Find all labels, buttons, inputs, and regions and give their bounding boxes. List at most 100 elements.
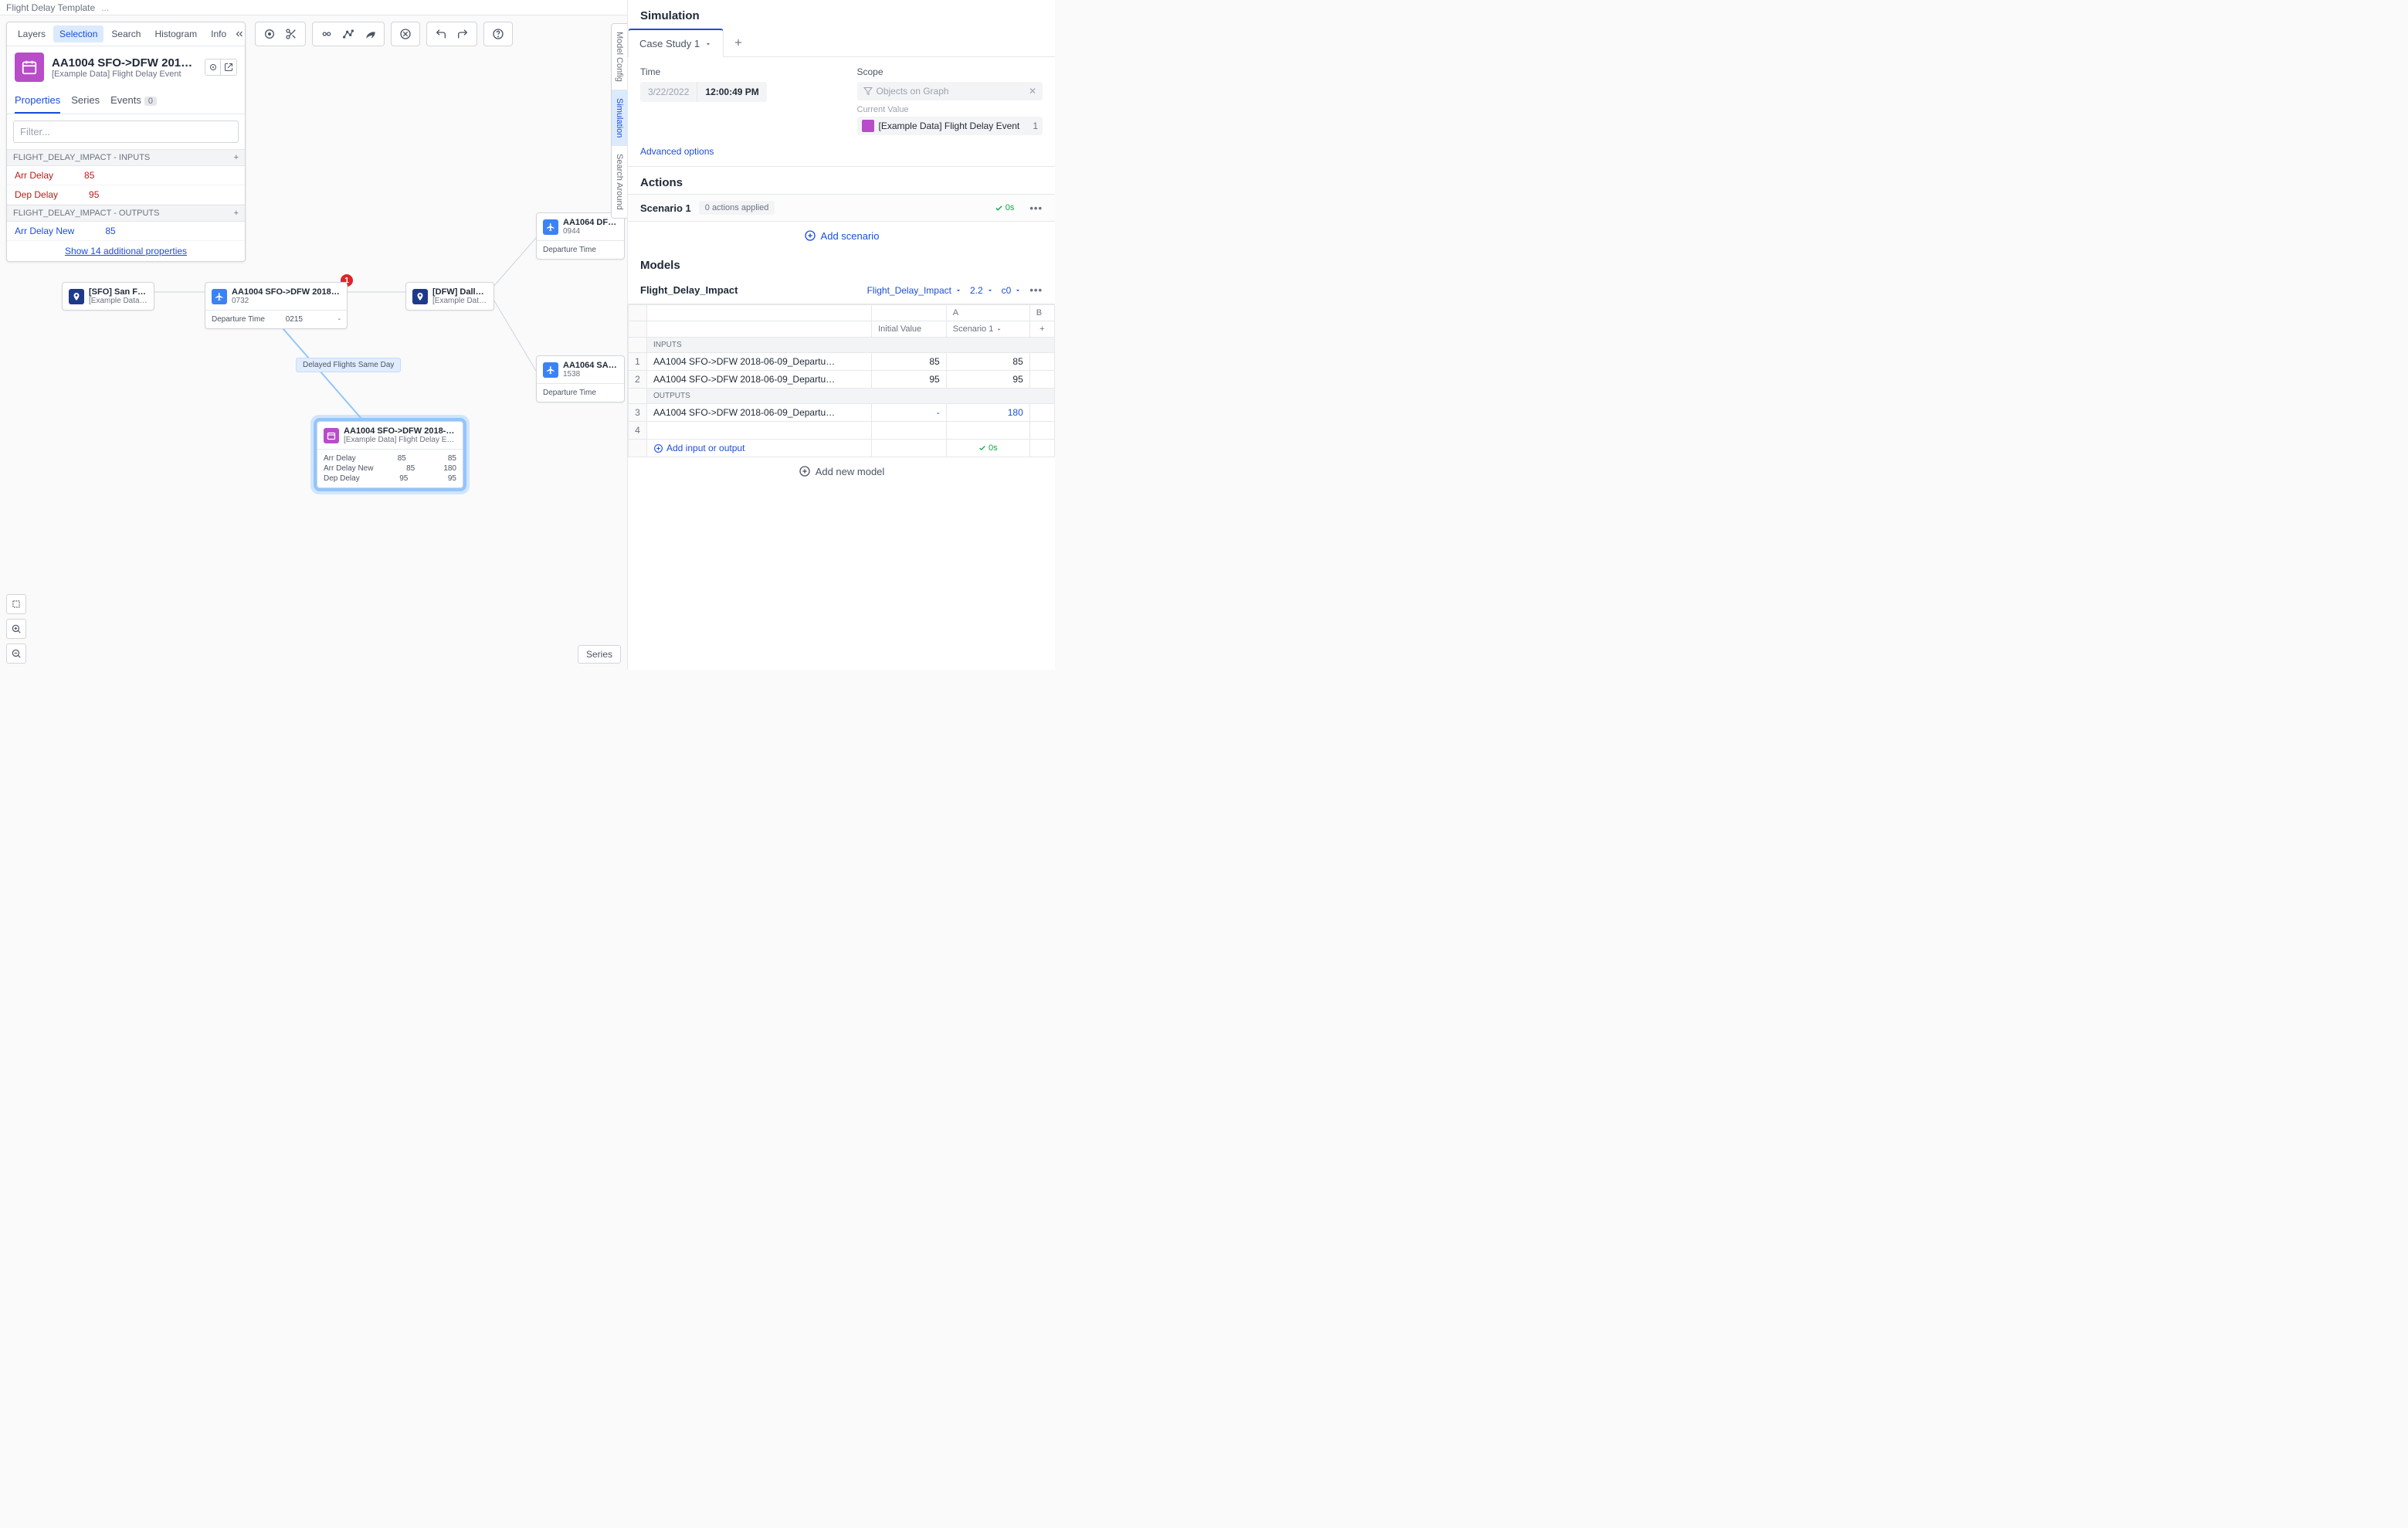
edge-label-delayed[interactable]: Delayed Flights Same Day [296, 358, 401, 372]
model-selector-config[interactable]: c0 [1002, 285, 1023, 296]
scenario-more-icon[interactable]: ••• [1029, 202, 1043, 214]
canvas-toolbar [255, 22, 513, 46]
model-selector-version[interactable]: 2.2 [970, 285, 994, 296]
close-icon[interactable]: ✕ [1029, 86, 1036, 97]
time-label: Time [640, 66, 826, 77]
tool-group-history [426, 22, 477, 46]
scenario-name: Scenario 1 [640, 202, 691, 214]
table-row[interactable]: 4 [629, 422, 1055, 440]
redo-icon[interactable] [452, 23, 473, 45]
pin-icon [412, 289, 428, 304]
panel-top-tabs: Layers Selection Search Histogram Info [7, 22, 245, 46]
tab-selection[interactable]: Selection [53, 25, 103, 42]
section-outputs-header[interactable]: FLIGHT_DELAY_IMPACT - OUTPUTS + [7, 205, 245, 222]
panel-title: AA1004 SFO->DFW 2018-06-09… [52, 56, 197, 70]
tool-group-clear [391, 22, 420, 46]
table-row[interactable]: 2 AA1004 SFO->DFW 2018-06-09_Departu… 95… [629, 371, 1055, 389]
chevron-down-icon [704, 40, 712, 48]
locate-icon[interactable] [205, 59, 221, 75]
prop-arr-delay-new[interactable]: Arr Delay New 85 [7, 222, 245, 241]
link-icon[interactable] [316, 23, 337, 45]
subtab-events[interactable]: Events0 [110, 88, 157, 114]
add-column-button[interactable]: + [1029, 321, 1054, 338]
zoom-out-icon[interactable] [6, 643, 26, 664]
time-display[interactable]: 3/22/2022 12:00:49 PM [640, 82, 767, 102]
case-tabs: Case Study 1 [628, 29, 1055, 57]
prop-dep-delay[interactable]: Dep Delay 95 [7, 185, 245, 205]
add-tab-button[interactable] [724, 29, 753, 56]
tab-info[interactable]: Info [205, 25, 232, 42]
path-icon[interactable] [337, 23, 359, 45]
plus-icon[interactable]: + [234, 209, 239, 218]
side-tabs: Model Config Simulation Search Around [611, 23, 627, 219]
side-tab-model-config[interactable]: Model Config [612, 24, 627, 90]
model-more-icon[interactable]: ••• [1029, 284, 1043, 296]
plus-icon[interactable]: + [234, 153, 239, 162]
section-inputs-header[interactable]: FLIGHT_DELAY_IMPACT - INPUTS + [7, 149, 245, 166]
add-scenario-button[interactable]: Add scenario [628, 222, 1055, 250]
series-button[interactable]: Series [578, 645, 621, 664]
plane-icon [543, 219, 558, 235]
scenario-check: 0s [946, 440, 1029, 457]
tool-group-help [483, 22, 513, 46]
scenario-row[interactable]: Scenario 1 0 actions applied 0s ••• [628, 194, 1055, 222]
table-row[interactable]: 3 AA1004 SFO->DFW 2018-06-09_Departu… - … [629, 404, 1055, 422]
events-count-badge: 0 [144, 97, 157, 106]
clear-icon[interactable] [395, 23, 416, 45]
node-airport-dfw[interactable]: [DFW] Dallas/Fort W… [Example Data] Airp… [405, 282, 494, 311]
node-flight-aa1064-dfw-san[interactable]: AA1064 DFW->SAN 20… 0944 Departure Time [536, 212, 625, 260]
breadcrumb-more[interactable]: ... [101, 2, 109, 13]
current-value-pill[interactable]: [Example Data] Flight Delay Event 1 [857, 117, 1043, 135]
models-heading: Models [628, 250, 1055, 277]
graph-canvas[interactable]: Layers Selection Search Histogram Info A… [0, 15, 627, 670]
table-row[interactable]: 1 AA1004 SFO->DFW 2018-06-09_Departu… 85… [629, 353, 1055, 371]
node-flight-aa1064-san-dfw[interactable]: AA1064 SAN->DFW 20… 1538 Departure Time [536, 355, 625, 402]
calendar-icon [862, 120, 874, 132]
panel-subtabs: Properties Series Events0 [7, 88, 245, 114]
undo-icon[interactable] [430, 23, 452, 45]
fit-icon[interactable] [6, 594, 26, 614]
advanced-options-link[interactable]: Advanced options [640, 146, 714, 157]
show-more-link[interactable]: Show 14 additional properties [7, 241, 245, 261]
col-b-header[interactable]: B [1029, 305, 1054, 321]
selection-panel: Layers Selection Search Histogram Info A… [6, 22, 246, 262]
open-icon[interactable] [221, 59, 236, 75]
plane-icon [543, 362, 558, 378]
tab-histogram[interactable]: Histogram [148, 25, 203, 42]
scope-selector[interactable]: Objects on Graph ✕ [857, 82, 1043, 100]
outputs-group-header: OUTPUTS [647, 389, 1055, 404]
plus-circle-icon [799, 465, 811, 477]
pin-icon [69, 289, 84, 304]
side-tab-search-around[interactable]: Search Around [612, 146, 627, 218]
node-airport-sfo[interactable]: [SFO] San Francisco … [Example Data] Air… [62, 282, 154, 311]
tab-layers[interactable]: Layers [12, 25, 52, 42]
node-flight-delay-event[interactable]: AA1004 SFO->DFW 2018-06-09_Depar… [Examp… [317, 421, 463, 488]
scope-label: Scope [857, 66, 1043, 77]
collapse-icon[interactable] [234, 25, 245, 42]
tab-case-study-1[interactable]: Case Study 1 [628, 29, 724, 57]
tool-group-select [255, 22, 306, 46]
tool-group-graph [312, 22, 385, 46]
node-flight-aa1004[interactable]: AA1004 SFO->DFW 2018-06-09 0732 Departur… [205, 282, 348, 329]
side-tab-simulation[interactable]: Simulation [612, 90, 627, 146]
leaf-icon[interactable] [359, 23, 381, 45]
filter-input[interactable] [13, 121, 239, 143]
scenario-status: 0s [995, 203, 1015, 212]
zoom-in-icon[interactable] [6, 619, 26, 639]
help-icon[interactable] [487, 23, 509, 45]
subtab-series[interactable]: Series [71, 88, 100, 114]
simulation-title: Simulation [628, 0, 1055, 29]
subtab-properties[interactable]: Properties [15, 88, 60, 114]
calendar-icon [15, 53, 44, 82]
cut-icon[interactable] [280, 23, 302, 45]
add-model-button[interactable]: Add new model [628, 457, 1055, 485]
add-io-button[interactable]: Add input or output [647, 440, 872, 457]
tab-search[interactable]: Search [105, 25, 147, 42]
col-a-header[interactable]: A [946, 305, 1029, 321]
col-scenario-1[interactable]: Scenario 1 [946, 321, 1029, 338]
model-selector-name[interactable]: Flight_Delay_Impact [867, 285, 962, 296]
zoom-controls [6, 594, 26, 664]
target-icon[interactable] [259, 23, 280, 45]
prop-arr-delay[interactable]: Arr Delay 85 [7, 166, 245, 185]
app-title: Flight Delay Template [6, 2, 95, 13]
